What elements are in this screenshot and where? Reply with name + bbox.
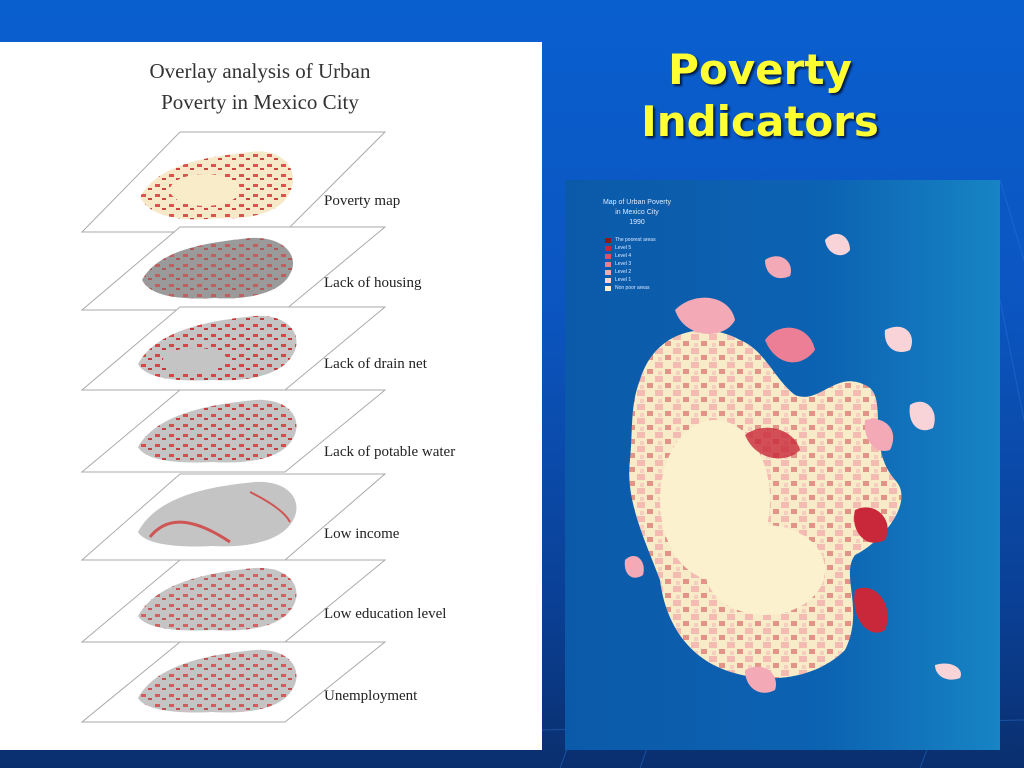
legend-item: Level 1	[605, 276, 656, 284]
layer-label-unemployment: Unemployment	[324, 688, 418, 704]
layer-label-poverty-map: Poverty map	[324, 193, 401, 209]
map-title-line3: 1990	[629, 219, 645, 226]
legend-label: Non poor areas	[615, 285, 650, 291]
overlay-title-line2: Poverty in Mexico City	[161, 90, 359, 114]
city-poverty-map-graphic	[624, 233, 961, 693]
layer-poverty-map	[80, 131, 387, 233]
overlay-analysis-figure: Overlay analysis of Urban Poverty in Mex…	[0, 42, 542, 750]
legend-label: Level 1	[615, 277, 632, 283]
legend-item: Level 4	[605, 252, 656, 260]
layer-label-lack-of-potable-water: Lack of potable water	[324, 444, 456, 460]
legend-swatch	[605, 245, 611, 251]
legend-label: The poorest areas	[615, 237, 656, 243]
map-legend: The poorest areas Level 5 Level 4 Level …	[605, 236, 656, 292]
layer-lack-of-potable-water	[80, 389, 387, 473]
urban-poverty-map: Map of Urban Poverty in Mexico City 1990…	[565, 180, 1000, 750]
overlay-figure-title: Overlay analysis of Urban Poverty in Mex…	[0, 56, 542, 118]
legend-swatch	[605, 261, 611, 267]
legend-swatch	[605, 277, 611, 283]
layer-low-income	[80, 473, 387, 561]
legend-item: Level 2	[605, 268, 656, 276]
legend-swatch	[605, 269, 611, 275]
legend-swatch	[605, 253, 611, 259]
overlay-layers-stack	[80, 131, 387, 723]
overlay-title-line1: Overlay analysis of Urban	[149, 59, 371, 83]
map-title-line1: Map of Urban Poverty	[602, 199, 672, 206]
legend-swatch	[605, 237, 611, 243]
layer-label-low-education-level: Low education level	[324, 606, 447, 622]
layer-low-education-level	[80, 559, 387, 643]
slide-title: Poverty Indicators	[580, 44, 940, 148]
slide-title-line1: Poverty	[668, 45, 852, 94]
layer-label-lack-of-housing: Lack of housing	[324, 275, 422, 291]
layer-unemployment	[80, 641, 387, 723]
legend-swatch	[605, 285, 611, 291]
legend-item: The poorest areas	[605, 236, 656, 244]
legend-label: Level 2	[615, 269, 632, 275]
layer-label-low-income: Low income	[324, 526, 400, 542]
legend-item: Level 3	[605, 260, 656, 268]
map-title-line2: in Mexico City	[615, 209, 659, 216]
legend-label: Level 4	[615, 253, 632, 259]
layer-label-lack-of-drain-net: Lack of drain net	[324, 356, 427, 372]
legend-item: Level 5	[605, 244, 656, 252]
map-title: Map of Urban Poverty in Mexico City 1990	[591, 198, 683, 228]
legend-label: Level 5	[615, 245, 632, 251]
legend-label: Level 3	[615, 261, 632, 267]
layer-lack-of-housing	[80, 226, 387, 311]
slide-title-line2: Indicators	[641, 97, 879, 146]
layer-lack-of-drain-net	[80, 306, 387, 391]
legend-item: Non poor areas	[605, 284, 656, 292]
